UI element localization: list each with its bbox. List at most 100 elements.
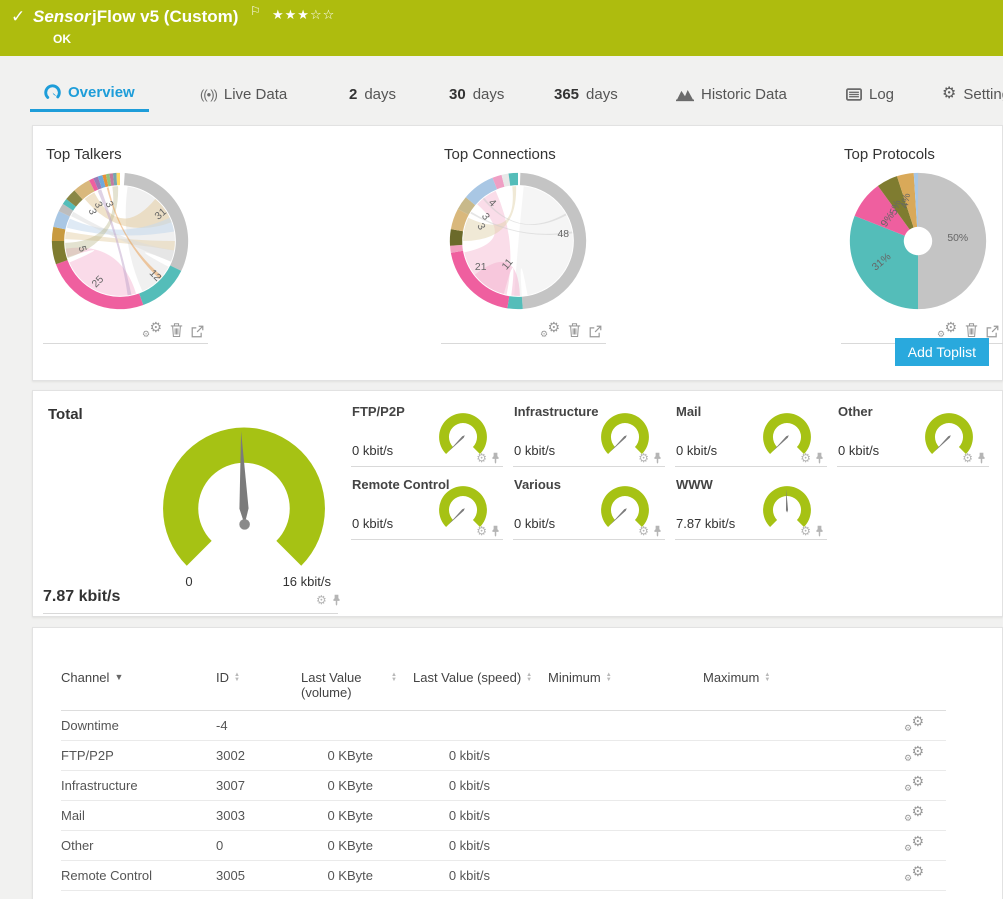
- add-toplist-button[interactable]: Add Toplist: [894, 338, 989, 366]
- channel-settings-icon[interactable]: ⚙ ⚙: [904, 863, 924, 883]
- gauge-settings-icon[interactable]: ⚙: [800, 451, 811, 465]
- column-header-id[interactable]: ID ▲ ▼: [216, 664, 301, 711]
- gauge-settings-icon[interactable]: ⚙: [962, 451, 973, 465]
- tab-historic-data[interactable]: Historic Data: [662, 76, 801, 112]
- toplist-delete-icon[interactable]: [568, 322, 581, 338]
- gauge-settings-icon[interactable]: ⚙: [638, 451, 649, 465]
- toplist-open-icon[interactable]: [986, 325, 999, 338]
- channel-gauge-label: Other: [838, 404, 873, 419]
- channel-gauge: [925, 413, 973, 454]
- channel-gauge-label: Mail: [676, 404, 702, 419]
- table-row: Other 0 0 KByte 0 kbit/s ⚙ ⚙: [61, 830, 946, 861]
- last-value-speed-cell: 0 kbit/s: [413, 800, 548, 831]
- toplist-delete-icon[interactable]: [965, 322, 978, 338]
- last-value-speed-cell: 0 kbit/s: [413, 830, 548, 861]
- channel-gauge-cell: Mail 0 kbit/s ⚙: [675, 401, 827, 467]
- channel-name-cell: Remote Control: [61, 860, 216, 891]
- sensor-title: jFlow v5 (Custom): [92, 7, 239, 26]
- tab-2-days[interactable]: 2 days: [349, 85, 397, 103]
- rating-stars[interactable]: ★★★☆☆: [272, 7, 336, 22]
- gauge-pin-icon[interactable]: [491, 452, 500, 464]
- gauge-settings-icon[interactable]: ⚙: [800, 524, 811, 538]
- column-header-actions: [858, 664, 946, 711]
- minimum-cell: [548, 830, 703, 861]
- toplist-top-connections[interactable]: Top Connections 48 21 11 3 3 4 ⚙ ⚙: [441, 138, 606, 344]
- channel-gauge-value: 0 kbit/s: [838, 443, 880, 458]
- channel-gauge-value: 0 kbit/s: [514, 443, 556, 458]
- gauge-icon: [44, 84, 61, 99]
- channel-settings-icon[interactable]: ⚙ ⚙: [904, 713, 924, 733]
- chart-value-label: 3: [86, 207, 98, 216]
- status-badge: OK: [53, 32, 71, 46]
- toplist-top-protocols[interactable]: Top Protocols 50% 31% 9% 5% 4% ⚙ ⚙: [841, 138, 1003, 344]
- gauge-settings-icon[interactable]: ⚙: [476, 524, 487, 538]
- channel-gauge-cell: FTP/P2P 0 kbit/s ⚙: [351, 401, 503, 467]
- toplist-settings-icon[interactable]: ⚙ ⚙: [540, 319, 560, 339]
- gauge-pin-icon[interactable]: [332, 594, 341, 606]
- gauge-pin-icon[interactable]: [653, 452, 662, 464]
- channel-settings-icon[interactable]: ⚙ ⚙: [904, 803, 924, 823]
- column-header-last-value-speed[interactable]: Last Value (speed) ▲ ▼: [413, 664, 548, 711]
- toplist-settings-icon[interactable]: ⚙ ⚙: [142, 319, 162, 339]
- gauge-pin-icon[interactable]: [815, 452, 824, 464]
- channel-id-cell: 3003: [216, 800, 301, 831]
- flag-icon[interactable]: ⚐: [250, 4, 261, 18]
- gauge-settings-icon[interactable]: ⚙: [316, 593, 327, 607]
- tab-365-days[interactable]: 365 days: [554, 85, 618, 103]
- maximum-cell: [703, 800, 858, 831]
- tab-settings[interactable]: ⚙ Settings: [942, 85, 1003, 103]
- column-header-channel[interactable]: Channel ▼: [61, 664, 216, 711]
- live-data-icon: ((•)): [200, 86, 218, 102]
- tab-overview[interactable]: Overview: [30, 76, 149, 112]
- toplist-delete-icon[interactable]: [170, 322, 183, 338]
- column-header-last-value-volume[interactable]: Last Value (volume) ▲ ▼: [301, 664, 413, 711]
- gauge-scale-max: 16 kbit/s: [282, 574, 331, 589]
- gauge-settings-icon[interactable]: ⚙: [476, 451, 487, 465]
- gauge-settings-icon[interactable]: ⚙: [638, 524, 649, 538]
- top-protocols-pie-chart: 50%31%9%5%4%: [849, 172, 987, 310]
- channel-name-cell: Mail: [61, 800, 216, 831]
- chart-value-label: 5%: [888, 199, 903, 217]
- historic-chart-icon: [676, 89, 694, 101]
- sensor-status-bar: ✓ Sensor jFlow v5 (Custom) ⚐ ★★★☆☆ OK: [0, 0, 1003, 56]
- sort-icon: ▲ ▼: [605, 672, 612, 683]
- channel-settings-icon[interactable]: ⚙ ⚙: [904, 773, 924, 793]
- total-gauge: [163, 427, 325, 566]
- toplist-settings-icon[interactable]: ⚙ ⚙: [937, 319, 957, 339]
- gauge-pin-icon[interactable]: [815, 525, 824, 537]
- channel-gauge: [439, 486, 487, 527]
- last-value-volume-cell: [301, 710, 413, 741]
- tab-live-data[interactable]: ((•)) Live Data: [200, 85, 288, 103]
- gauge-pin-icon[interactable]: [653, 525, 662, 537]
- tab-30-days[interactable]: 30 days: [449, 85, 505, 103]
- channel-gauge-label: FTP/P2P: [352, 404, 405, 419]
- last-value-volume-cell: 0 KByte: [301, 860, 413, 891]
- tab-log[interactable]: Log: [832, 76, 908, 112]
- toplist-title: Top Connections: [444, 146, 556, 163]
- channel-gauge-label: Infrastructure: [514, 404, 599, 419]
- maximum-cell: [703, 830, 858, 861]
- last-value-speed-cell: 0 kbit/s: [413, 740, 548, 771]
- channel-gauge: [763, 486, 811, 527]
- toplist-open-icon[interactable]: [191, 325, 204, 338]
- channel-id-cell: -4: [216, 710, 301, 741]
- toplist-top-talkers[interactable]: Top Talkers 31 12 25 5 3 3 3 ⚙ ⚙: [43, 138, 208, 344]
- channel-settings-icon[interactable]: ⚙ ⚙: [904, 833, 924, 853]
- column-header-minimum[interactable]: Minimum ▲ ▼: [548, 664, 703, 711]
- channel-settings-icon[interactable]: ⚙ ⚙: [904, 743, 924, 763]
- channel-gauge-label: Remote Control: [352, 477, 450, 492]
- minimum-cell: [548, 740, 703, 771]
- gauge-pin-icon[interactable]: [977, 452, 986, 464]
- column-header-maximum[interactable]: Maximum ▲ ▼: [703, 664, 858, 711]
- maximum-cell: [703, 770, 858, 801]
- table-row: Remote Control 3005 0 KByte 0 kbit/s ⚙ ⚙: [61, 860, 946, 891]
- gauge-pin-icon[interactable]: [491, 525, 500, 537]
- table-row: Downtime -4 ⚙ ⚙: [61, 710, 946, 741]
- channel-id-cell: 3002: [216, 740, 301, 771]
- channel-gauge: [439, 413, 487, 454]
- toplist-open-icon[interactable]: [589, 325, 602, 338]
- channel-gauge-value: 7.87 kbit/s: [676, 516, 736, 531]
- chart-value-label: 4%: [900, 193, 913, 210]
- table-header-row: Channel ▼ ID ▲ ▼ Last Value (volume) ▲ ▼ Last…: [61, 664, 946, 711]
